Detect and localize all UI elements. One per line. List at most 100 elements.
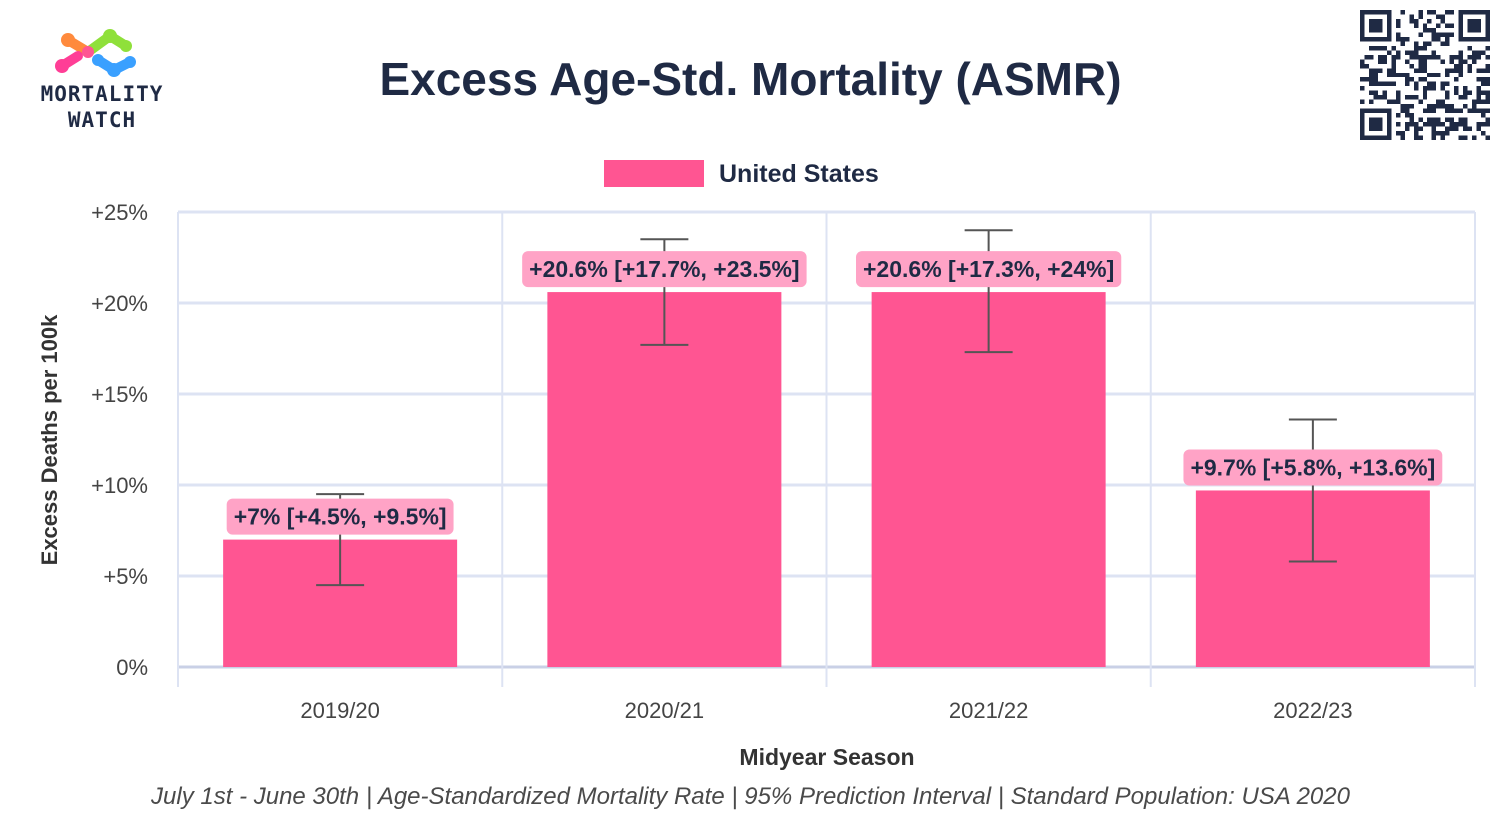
- qr-module: [1467, 45, 1473, 51]
- qr-module: [1449, 10, 1455, 15]
- qr-module: [1472, 135, 1477, 140]
- qr-module: [1476, 68, 1482, 73]
- qr-module: [1436, 122, 1441, 127]
- qr-module: [1395, 36, 1401, 42]
- qr-module: [1449, 59, 1455, 64]
- qr-module: [1467, 90, 1473, 96]
- qr-module: [1404, 50, 1410, 55]
- qr-module: [1368, 77, 1374, 82]
- qr-module: [1422, 122, 1428, 127]
- qr-module: [1476, 108, 1482, 114]
- qr-module: [1431, 126, 1437, 132]
- qr-module: [1404, 81, 1410, 87]
- qr-module: [1472, 108, 1477, 114]
- qr-module: [1454, 122, 1459, 127]
- qr-module: [1368, 54, 1374, 60]
- qr-module: [1458, 59, 1464, 64]
- qr-module: [1391, 81, 1396, 87]
- qr-module: [1395, 99, 1401, 105]
- y-tick-label: +20%: [91, 291, 148, 316]
- qr-module: [1409, 95, 1414, 100]
- qr-module: [1485, 135, 1490, 140]
- qr-module: [1485, 108, 1490, 114]
- qr-module: [1368, 72, 1374, 78]
- qr-module: [1476, 95, 1482, 100]
- qr-module: [1472, 104, 1477, 109]
- qr-module: [1413, 135, 1419, 140]
- qr-module: [1445, 90, 1450, 96]
- qr-module: [1445, 72, 1450, 78]
- qr-module: [1476, 50, 1482, 55]
- qr-module: [1418, 68, 1423, 73]
- y-tick-label: +15%: [91, 382, 148, 407]
- qr-module: [1481, 68, 1486, 73]
- qr-module: [1395, 95, 1401, 100]
- y-tick-label: +25%: [91, 200, 148, 225]
- qr-module: [1418, 59, 1423, 64]
- qr-module: [1395, 23, 1401, 28]
- qr-module: [1481, 77, 1486, 82]
- qr-module: [1400, 72, 1405, 78]
- qr-module: [1458, 68, 1464, 73]
- qr-module: [1467, 126, 1473, 132]
- data-label-bg: [226, 498, 454, 535]
- qr-module: [1422, 45, 1428, 51]
- qr-module: [1391, 45, 1396, 51]
- qr-module: [1476, 54, 1482, 60]
- qr-module: [1368, 99, 1374, 105]
- qr-module: [1395, 113, 1401, 118]
- qr-module: [1485, 63, 1490, 69]
- qr-module: [1422, 23, 1428, 28]
- qr-module: [1418, 126, 1423, 132]
- qr-module: [1395, 54, 1401, 60]
- qr-module: [1400, 135, 1405, 140]
- legend-label[interactable]: United States: [719, 160, 879, 188]
- qr-module: [1386, 72, 1392, 78]
- qr-module: [1418, 77, 1423, 82]
- data-label-text: +7% [+4.5%, +9.5%]: [234, 504, 447, 530]
- qr-module: [1454, 54, 1459, 60]
- qr-module: [1481, 131, 1486, 136]
- qr-module: [1386, 68, 1392, 73]
- qr-module: [1422, 27, 1428, 33]
- qr-module: [1377, 45, 1383, 51]
- qr-module: [1427, 117, 1432, 123]
- qr-module: [1427, 54, 1432, 60]
- qr-module: [1436, 23, 1441, 28]
- qr-module: [1418, 32, 1423, 37]
- qr-module: [1373, 95, 1378, 100]
- qr-module: [1395, 122, 1401, 127]
- qr-module: [1418, 54, 1423, 60]
- qr-module: [1485, 99, 1490, 105]
- qr-module: [1427, 104, 1432, 109]
- qr-module: [1472, 54, 1477, 60]
- qr-module: [1458, 50, 1464, 55]
- y-tick-label: 0%: [116, 655, 148, 680]
- qr-module: [1413, 23, 1419, 28]
- qr-module: [1400, 36, 1405, 42]
- qr-module: [1391, 63, 1396, 69]
- qr-module: [1445, 104, 1450, 109]
- qr-module: [1409, 117, 1414, 123]
- qr-module: [1440, 122, 1446, 127]
- qr-module: [1463, 117, 1468, 123]
- qr-module: [1409, 18, 1414, 24]
- data-label: +20.6% [+17.7%, +23.5%]: [522, 251, 807, 288]
- data-label-bg: [856, 251, 1122, 288]
- qr-module: [1485, 81, 1490, 87]
- qr-module: [1445, 131, 1450, 136]
- logo-text-line1: MORTALITY: [40, 82, 164, 106]
- qr-module: [1413, 131, 1419, 136]
- qr-module: [1485, 95, 1490, 100]
- qr-module: [1360, 77, 1365, 82]
- qr-module: [1431, 81, 1437, 87]
- qr-module: [1485, 45, 1490, 51]
- qr-module: [1373, 72, 1378, 78]
- legend-swatch[interactable]: [604, 160, 704, 187]
- qr-module: [1418, 99, 1423, 105]
- qr-module: [1481, 113, 1486, 118]
- qr-module: [1454, 90, 1459, 96]
- qr-module: [1449, 68, 1455, 73]
- qr-module: [1431, 131, 1437, 136]
